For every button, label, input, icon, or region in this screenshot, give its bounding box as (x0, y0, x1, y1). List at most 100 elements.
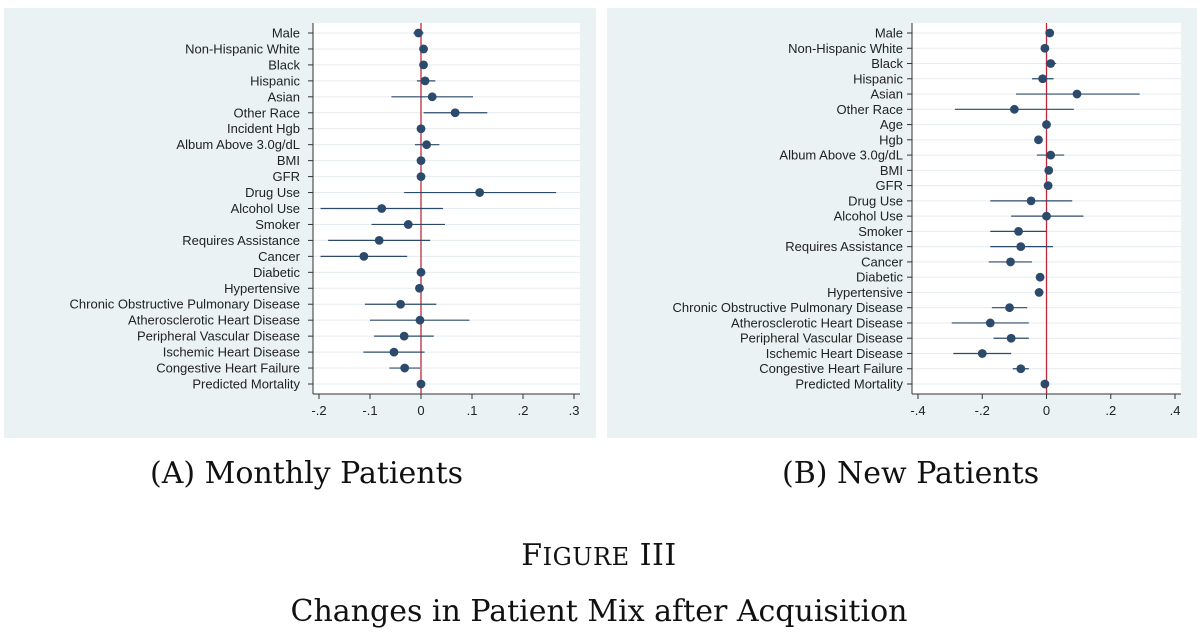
row-label: Cancer (861, 254, 904, 269)
row-label: Black (871, 56, 903, 71)
point-estimate (1046, 150, 1056, 160)
point-estimate (422, 140, 432, 150)
row-label: Predicted Mortality (192, 377, 300, 392)
point-estimate (1016, 242, 1026, 252)
x-tick-label: .3 (569, 403, 580, 418)
panel-new-patients: -.4 -.2 0 .2 .4 Male Non-Hispanic White Black Hi… (607, 8, 1197, 438)
point-estimate (416, 156, 426, 166)
point-estimate (427, 92, 437, 102)
panel-monthly-patients: -.2 -.1 0 .1 .2 .3 Male Non-Hispanic White Black… (4, 8, 596, 438)
x-tick-label: .1 (467, 403, 478, 418)
point-estimate (403, 220, 413, 229)
row-label: Asian (870, 87, 903, 102)
point-estimate (1016, 364, 1026, 374)
row-label: Atherosclerotic Heart Disease (128, 313, 300, 328)
row-label: Smoker (255, 217, 300, 232)
row-label: Diabetic (856, 270, 903, 285)
point-estimate (416, 172, 426, 181)
point-estimate (1034, 288, 1044, 297)
row-label: Diabetic (253, 265, 300, 280)
row-label: Drug Use (848, 193, 903, 208)
row-label: Chronic Obstructive Pulmonary Disease (70, 297, 300, 312)
point-estimate (1040, 379, 1050, 389)
x-tick-label: 0 (417, 403, 424, 418)
row-label: Asian (267, 89, 300, 104)
point-estimate (1006, 257, 1015, 267)
point-estimate (374, 236, 384, 245)
x-tick-label: -.1 (362, 403, 377, 418)
row-label: Congestive Heart Failure (759, 361, 903, 376)
row-label: Alcohol Use (834, 209, 903, 224)
x-tick-label: -.4 (910, 403, 925, 418)
point-estimate (359, 251, 369, 261)
point-estimate (419, 44, 428, 54)
point-estimate (400, 363, 410, 373)
point-estimate (1045, 28, 1055, 38)
point-estimate (985, 318, 995, 328)
point-estimate (414, 28, 423, 38)
row-label: Hypertensive (827, 285, 903, 300)
point-estimate (415, 315, 425, 325)
point-estimate (416, 267, 426, 277)
row-label: Black (268, 57, 300, 72)
point-estimate (1042, 211, 1051, 221)
row-label: Smoker (858, 224, 903, 239)
row-label: Predicted Mortality (795, 377, 903, 392)
row-label: Ischemic Heart Disease (163, 345, 300, 360)
point-estimate (1040, 43, 1050, 53)
point-estimate (1043, 181, 1053, 191)
x-tick-label: .2 (1105, 403, 1116, 418)
point-estimate (1042, 120, 1051, 129)
row-label: GFR (273, 169, 300, 184)
point-estimate (1026, 196, 1036, 206)
row-label: Album Above 3.0g/dL (176, 137, 300, 152)
row-label: Hgb (879, 132, 903, 147)
x-tick-label: .4 (1170, 403, 1181, 418)
point-estimate (420, 76, 430, 86)
point-estimate (416, 379, 426, 389)
row-label: Requires Assistance (785, 239, 903, 254)
point-estimate (1038, 74, 1048, 84)
point-estimate (1009, 104, 1019, 114)
point-estimate (977, 349, 987, 358)
point-estimate (1044, 165, 1054, 175)
figure-label: FIGURE III (0, 538, 1198, 573)
x-tick-label: 0 (1043, 403, 1050, 418)
row-label: Hispanic (250, 73, 300, 88)
point-estimate (1034, 135, 1043, 145)
point-estimate (389, 347, 399, 357)
point-estimate (419, 60, 428, 70)
point-estimate (416, 124, 426, 134)
row-label: Cancer (258, 249, 301, 264)
row-label: Hispanic (853, 71, 903, 86)
row-label: Age (880, 117, 903, 132)
row-label: Ischemic Heart Disease (766, 346, 903, 361)
x-tick-label: .2 (518, 403, 529, 418)
row-label: Male (272, 26, 300, 41)
point-estimate (1046, 59, 1056, 68)
row-label: BMI (277, 153, 300, 168)
point-estimate (415, 283, 424, 293)
row-label: Non-Hispanic White (185, 41, 300, 56)
row-label: Non-Hispanic White (788, 41, 903, 56)
row-label: Hypertensive (224, 281, 300, 296)
point-estimate (1014, 226, 1023, 236)
row-label: Other Race (234, 105, 300, 120)
row-label: Peripheral Vascular Disease (740, 331, 903, 346)
row-label: Other Race (837, 102, 903, 117)
row-label: Drug Use (245, 185, 300, 200)
point-estimate (399, 331, 409, 341)
figure-label-initial: F (521, 538, 543, 573)
figure-title: Changes in Patient Mix after Acquisition (290, 594, 908, 629)
row-label: BMI (880, 163, 903, 178)
row-label: Alcohol Use (231, 201, 300, 216)
row-label: Male (875, 26, 903, 41)
point-estimate (1072, 89, 1082, 99)
point-estimate (1035, 272, 1045, 282)
row-label: Album Above 3.0g/dL (779, 148, 903, 163)
point-estimate (377, 204, 387, 213)
row-label: Atherosclerotic Heart Disease (731, 315, 903, 330)
point-estimate (450, 108, 460, 118)
